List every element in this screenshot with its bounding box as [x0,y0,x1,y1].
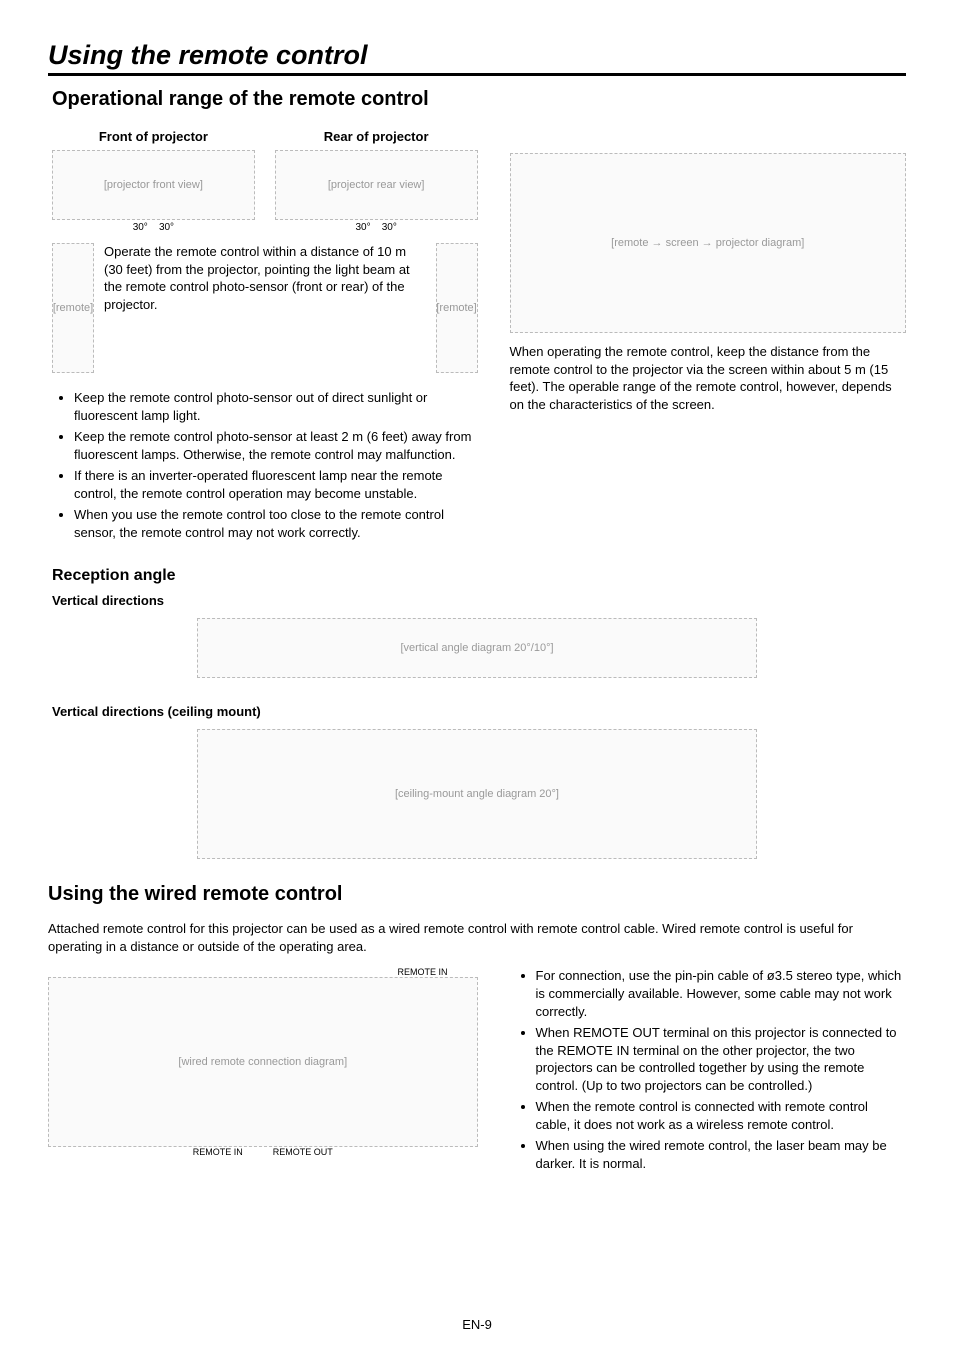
vertical-angle-figure: [vertical angle diagram 20°/10°] [197,618,757,678]
rear-angle-caption: 30° 30° [275,222,478,233]
manual-page: Using the remote control Operational ran… [0,0,954,1352]
wired-intro: Attached remote control for this project… [48,920,906,955]
vertical-ceiling-label: Vertical directions (ceiling mount) [52,704,906,719]
list-item: For connection, use the pin-pin cable of… [536,967,906,1020]
angle-30-right-2: 30° [382,222,397,233]
ceiling-angle-figure-wrap: [ceiling-mount angle diagram 20°] [48,729,906,859]
remote-in-label-bottom: REMOTE IN [193,1147,243,1157]
remote-figure-right: [remote] [436,243,478,373]
list-item: When the remote control is connected wit… [536,1098,906,1133]
section-title-2: Using the wired remote control [48,883,906,906]
reception-heading: Reception angle [52,567,906,585]
wired-right-col: For connection, use the pin-pin cable of… [510,967,906,1176]
remote-out-label: REMOTE OUT [273,1147,333,1157]
chapter-title: Using the remote control [48,40,906,71]
operate-text: Operate the remote control within a dist… [104,243,426,313]
list-item: When using the wired remote control, the… [536,1137,906,1172]
angle-30-left-2: 30° [355,222,370,233]
screen-bounce-figure: [remote → screen → projector diagram] [510,153,906,333]
projector-front-figure: [projector front view] [52,150,255,220]
section-title-1: Operational range of the remote control [52,88,906,111]
wired-connection-figure: [wired remote connection diagram] [48,977,478,1147]
rear-fig-col: Rear of projector [projector rear view] … [275,129,478,233]
front-label: Front of projector [52,129,255,144]
vertical-angle-figure-wrap: [vertical angle diagram 20°/10°] [48,618,906,678]
wired-row: REMOTE IN [wired remote connection diagr… [48,967,906,1176]
front-fig-col: Front of projector [projector front view… [52,129,255,233]
list-item: Keep the remote control photo-sensor at … [74,428,478,463]
chapter-rule [48,73,906,76]
angle-30-left: 30° [133,222,148,233]
page-number: EN-9 [0,1317,954,1332]
remote-figure-left: [remote] [52,243,94,373]
range-row: Front of projector [projector front view… [48,125,906,545]
range-left-col: Front of projector [projector front view… [48,125,478,545]
screen-note: When operating the remote control, keep … [510,343,906,413]
wired-left-col: REMOTE IN [wired remote connection diagr… [48,967,478,1176]
vertical-dir-label: Vertical directions [52,593,906,608]
left-notes-list: Keep the remote control photo-sensor out… [48,389,478,541]
range-right-col: [remote → screen → projector diagram] Wh… [510,125,906,545]
ceiling-angle-figure: [ceiling-mount angle diagram 20°] [197,729,757,859]
list-item: When REMOTE OUT terminal on this project… [536,1024,906,1094]
wired-notes-list: For connection, use the pin-pin cable of… [510,967,906,1172]
projector-rear-figure: [projector rear view] [275,150,478,220]
operate-row: [remote] Operate the remote control with… [52,243,478,373]
list-item: If there is an inverter-operated fluores… [74,467,478,502]
list-item: When you use the remote control too clos… [74,506,478,541]
front-rear-figures: Front of projector [projector front view… [48,129,478,233]
rear-label: Rear of projector [275,129,478,144]
front-angle-caption: 30° 30° [52,222,255,233]
list-item: Keep the remote control photo-sensor out… [74,389,478,424]
remote-in-label-top: REMOTE IN [398,967,448,977]
angle-30-right: 30° [159,222,174,233]
